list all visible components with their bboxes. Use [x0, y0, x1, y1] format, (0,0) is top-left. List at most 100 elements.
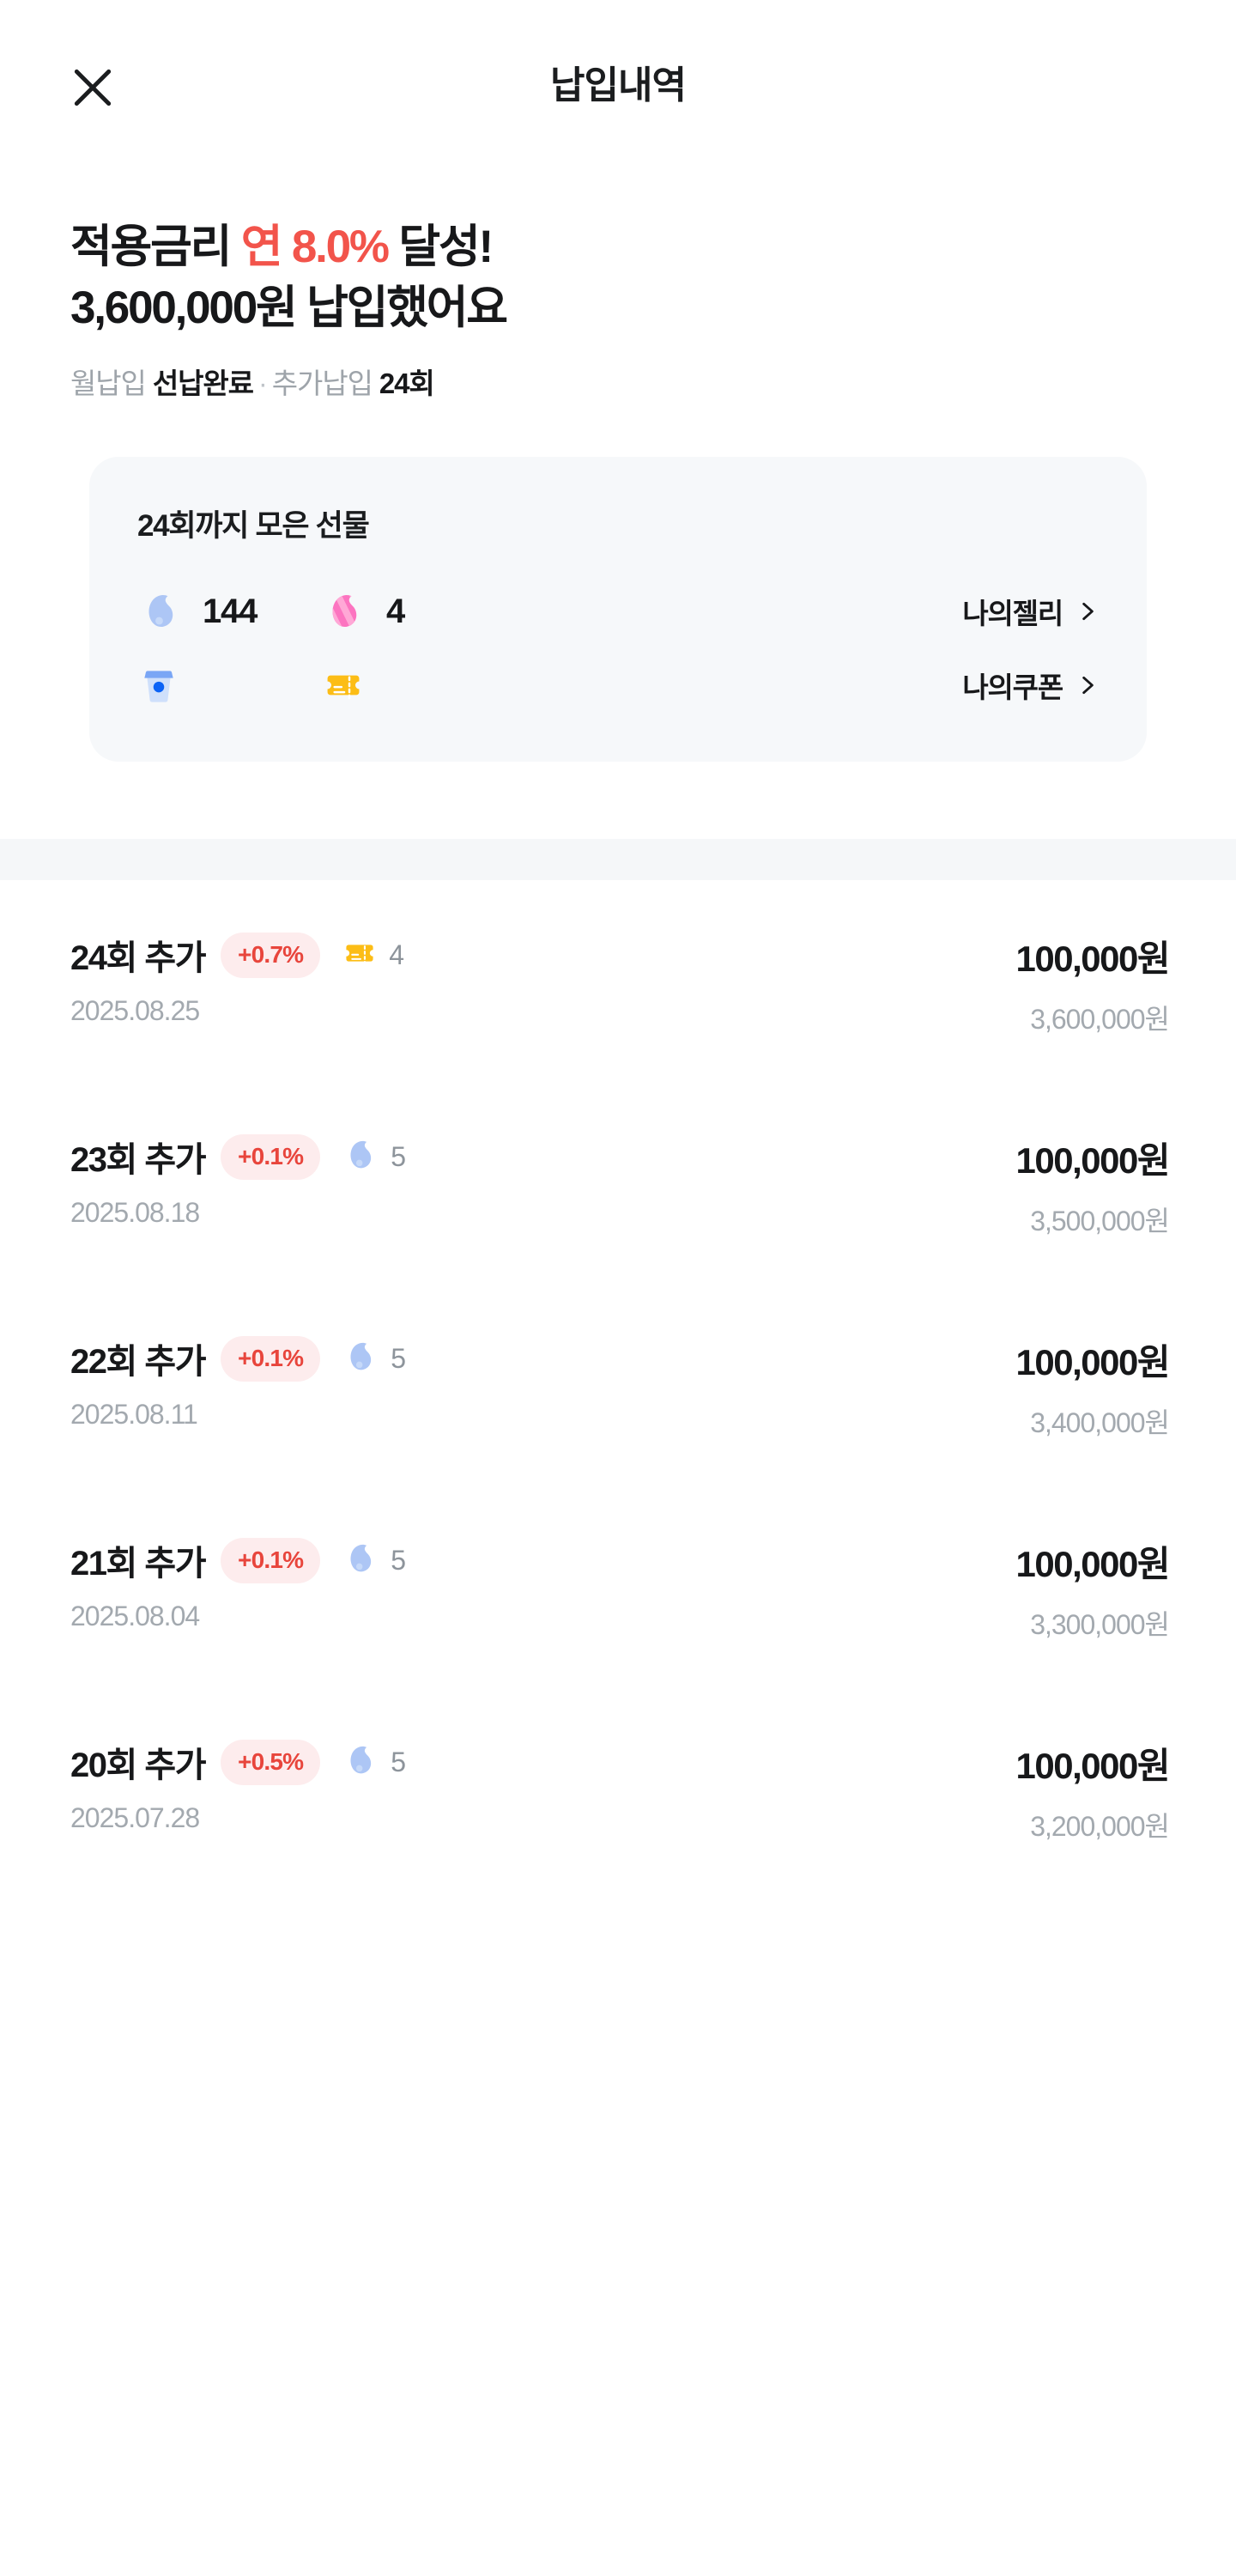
reward-count: 5 [391, 1746, 406, 1777]
transaction-list: 24회 추가 +0.7% [0, 880, 1236, 1889]
row-title: 24회 추가 [70, 939, 207, 978]
row-title: 20회 추가 [70, 1747, 207, 1785]
row-amount: 100,000원 [1015, 1746, 1171, 1787]
row-date: 2025.07.28 [70, 1802, 200, 1834]
gift-item: 4 [321, 588, 505, 635]
table-row[interactable]: 21회 추가 +0.1% 5 2025.08.04 1 [70, 1485, 1171, 1687]
reward-count: 4 [389, 939, 404, 970]
jelly-blue-icon [341, 1741, 380, 1784]
hero-prefix: 적용금리 [70, 222, 241, 272]
row-reward: 4 [341, 934, 404, 976]
gift-item [321, 663, 505, 708]
my-jelly-link[interactable]: 나의젤리 [962, 591, 1099, 632]
table-row[interactable]: 24회 추가 +0.7% [70, 880, 1171, 1082]
row-amount: 100,000원 [1015, 1342, 1171, 1383]
table-row[interactable]: 22회 추가 +0.1% 5 2025.08.11 1 [70, 1284, 1171, 1485]
row-left: 20회 추가 +0.5% 5 2025.07.28 [70, 1737, 406, 1834]
row-left: 24회 추가 +0.7% [70, 930, 404, 1027]
row-title: 22회 추가 [70, 1343, 207, 1382]
row-amount: 100,000원 [1015, 939, 1171, 980]
row-date: 2025.08.04 [70, 1601, 200, 1632]
row-left: 21회 추가 +0.1% 5 2025.08.04 [70, 1535, 406, 1632]
reward-count: 5 [391, 1140, 406, 1172]
status-badge: +0.7% [221, 932, 321, 978]
reward-count: 5 [391, 1342, 406, 1374]
chevron-right-icon [1076, 674, 1099, 696]
gift-item-count: 144 [203, 592, 258, 630]
row-headline: 20회 추가 +0.5% 5 [70, 1737, 406, 1787]
row-date: 2025.08.25 [70, 995, 200, 1027]
row-cumulative-total: 3,200,000원 [1030, 1811, 1170, 1843]
gift-items-jelly: 144 [137, 588, 962, 635]
row-right: 100,000원 3,400,000원 [1015, 1334, 1171, 1441]
row-right: 100,000원 3,600,000원 [1015, 930, 1171, 1037]
extra-payment-label: 추가납입 [271, 368, 373, 400]
row-cumulative-total: 3,400,000원 [1030, 1407, 1170, 1439]
row-title: 23회 추가 [70, 1141, 207, 1180]
gift-card-wrapper: 24회까지 모은 선물 144 [0, 404, 1236, 762]
hero-suffix: 달성! [387, 222, 494, 272]
status-badge: +0.1% [221, 1537, 321, 1583]
gift-item: 144 [137, 588, 321, 635]
ticket-icon [321, 663, 366, 708]
row-left: 22회 추가 +0.1% 5 2025.08.11 [70, 1334, 406, 1431]
monthly-payment-label: 월납입 [70, 368, 147, 400]
gift-card: 24회까지 모은 선물 144 [89, 457, 1147, 762]
gift-row-coupon: 나의쿠폰 [137, 648, 1099, 722]
jelly-blue-icon [137, 588, 184, 635]
row-reward: 5 [341, 1539, 406, 1583]
status-badge: +0.5% [221, 1739, 321, 1785]
gift-card-title: 24회까지 모은 선물 [137, 509, 370, 544]
row-reward: 5 [341, 1337, 406, 1381]
jelly-blue-icon [341, 1135, 380, 1179]
row-headline: 22회 추가 +0.1% 5 [70, 1334, 406, 1383]
row-cumulative-total: 3,300,000원 [1030, 1609, 1170, 1641]
my-jelly-label: 나의젤리 [962, 598, 1063, 630]
gift-item [137, 664, 321, 707]
close-button[interactable] [53, 48, 132, 127]
row-cumulative-total: 3,600,000원 [1030, 1004, 1170, 1036]
hero-line-2: 3,600,000원 납입했어요 [70, 283, 508, 334]
row-reward: 5 [341, 1135, 406, 1179]
hero-line-1: 적용금리 연 8.0% 달성! [70, 216, 1169, 277]
extra-payment-value: 24회 [379, 368, 435, 400]
chevron-right-icon [1076, 600, 1099, 623]
row-title: 21회 추가 [70, 1545, 207, 1583]
reward-count: 5 [391, 1544, 406, 1576]
jelly-blue-icon [341, 1539, 380, 1583]
table-row[interactable]: 23회 추가 +0.1% 5 2025.08.18 1 [70, 1082, 1171, 1284]
row-date: 2025.08.11 [70, 1399, 198, 1431]
row-date: 2025.08.18 [70, 1197, 200, 1229]
section-divider [0, 839, 1236, 881]
row-amount: 100,000원 [1015, 1544, 1171, 1585]
gift-items-coupon [137, 663, 962, 708]
page-title: 납입내역 [550, 64, 687, 106]
hero-subtitle: 월납입 선납완료 · 추가납입 24회 [70, 364, 1169, 404]
row-right: 100,000원 3,200,000원 [1015, 1737, 1171, 1844]
close-icon [69, 64, 117, 112]
hero-section: 적용금리 연 8.0% 달성! 3,600,000원 납입했어요 월납입 선납완… [0, 163, 1236, 404]
hero-rate-accent: 연 8.0% [240, 222, 390, 272]
jelly-pink-icon [321, 588, 367, 635]
row-headline: 23회 추가 +0.1% 5 [70, 1132, 406, 1182]
my-coupon-link[interactable]: 나의쿠폰 [962, 665, 1099, 706]
row-cumulative-total: 3,500,000원 [1030, 1206, 1170, 1237]
row-right: 100,000원 3,300,000원 [1015, 1535, 1171, 1643]
status-badge: +0.1% [221, 1335, 321, 1382]
gift-row-jelly: 144 [137, 574, 1099, 648]
row-left: 23회 추가 +0.1% 5 2025.08.18 [70, 1132, 406, 1229]
subtitle-separator: · [258, 368, 268, 400]
row-amount: 100,000원 [1015, 1140, 1171, 1182]
row-reward: 5 [341, 1741, 406, 1784]
app-bar: 납입내역 [0, 0, 1236, 163]
jelly-blue-icon [341, 1337, 380, 1381]
status-badge: +0.1% [221, 1133, 321, 1180]
table-row[interactable]: 20회 추가 +0.5% 5 2025.07.28 1 [70, 1687, 1171, 1889]
ticket-icon [341, 934, 379, 976]
row-right: 100,000원 3,500,000원 [1015, 1132, 1171, 1239]
row-headline: 24회 추가 +0.7% [70, 930, 404, 980]
my-coupon-label: 나의쿠폰 [962, 671, 1063, 704]
cup-icon [137, 664, 180, 707]
row-headline: 21회 추가 +0.1% 5 [70, 1535, 406, 1585]
